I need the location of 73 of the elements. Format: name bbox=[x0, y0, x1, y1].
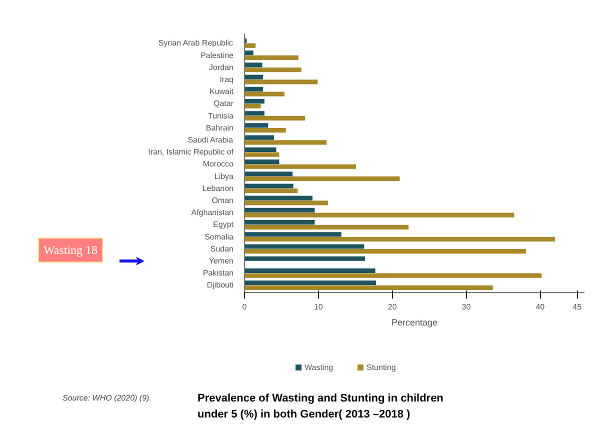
bar bbox=[244, 128, 286, 133]
y-tick-label: Morocco bbox=[202, 160, 234, 169]
bar bbox=[244, 285, 493, 290]
y-tick-label: Somalia bbox=[204, 232, 234, 242]
y-tick-label: Iraq bbox=[220, 74, 234, 84]
text: Wasting 18 bbox=[44, 243, 98, 258]
x-tick-label: 10 bbox=[314, 302, 324, 312]
y-tick-label: Libya bbox=[214, 172, 234, 181]
y-tick-label: Tunisia bbox=[208, 111, 234, 120]
bar bbox=[244, 249, 526, 254]
y-tick-label: Qatar bbox=[213, 99, 234, 108]
y-tick-label: Iran, Islamic Republic of bbox=[148, 148, 234, 157]
bar bbox=[244, 273, 542, 278]
source-note: Source: WHO (2020) (9). bbox=[62, 394, 152, 402]
bar bbox=[244, 212, 514, 218]
bar bbox=[244, 62, 262, 68]
x-tick-label: 20 bbox=[388, 302, 398, 312]
bar bbox=[244, 86, 263, 92]
bar bbox=[244, 98, 264, 104]
bar bbox=[244, 152, 280, 157]
y-tick-label: Afghanistan bbox=[191, 208, 234, 218]
y-tick-label: Djibouti bbox=[206, 280, 234, 290]
bar bbox=[244, 188, 298, 194]
bar bbox=[244, 184, 294, 188]
bar bbox=[244, 280, 376, 286]
bar bbox=[244, 123, 268, 128]
bar bbox=[244, 176, 400, 182]
bar bbox=[244, 196, 312, 200]
bar bbox=[244, 147, 276, 152]
x-tick-label: 30 bbox=[462, 302, 472, 312]
bar bbox=[244, 232, 342, 237]
x-axis-title: Percentage bbox=[391, 318, 438, 328]
x-tick-label: 0 bbox=[242, 302, 248, 312]
bar bbox=[244, 224, 409, 230]
bar bbox=[244, 159, 280, 164]
bar bbox=[244, 104, 261, 108]
bar bbox=[244, 140, 327, 145]
bar bbox=[244, 92, 284, 96]
bar bbox=[244, 111, 264, 116]
y-tick-label: Pakistan bbox=[202, 268, 234, 278]
y-tick-label: Syrian Arab Republic bbox=[158, 38, 234, 48]
bar bbox=[244, 164, 356, 169]
bar bbox=[244, 43, 256, 48]
bar bbox=[244, 74, 263, 80]
x-tick-label: 40 bbox=[536, 302, 546, 312]
bar bbox=[244, 220, 315, 225]
legend-label: Wasting bbox=[304, 363, 334, 372]
y-tick-label: Saudi Arabia bbox=[188, 136, 234, 145]
y-tick-label: Yemen bbox=[208, 256, 234, 266]
bar bbox=[244, 50, 254, 56]
y-tick-label: Sudan bbox=[210, 244, 234, 254]
y-tick-label: Oman bbox=[212, 196, 234, 206]
bar bbox=[244, 244, 364, 249]
y-tick-label: Egypt bbox=[213, 220, 234, 230]
bar bbox=[244, 68, 302, 72]
bar bbox=[244, 172, 293, 176]
bar bbox=[244, 55, 298, 60]
bar bbox=[244, 116, 306, 121]
x-tick-label: 45 bbox=[572, 302, 582, 312]
bar bbox=[244, 236, 555, 242]
bar bbox=[244, 80, 318, 84]
text: Prevalence of Wasting and Stunting in children under 5 (%) in both Gender( 2013 –2018 ) bbox=[198, 392, 444, 420]
y-tick-label: Kuwait bbox=[209, 87, 234, 96]
y-tick-label: Palestine bbox=[200, 50, 234, 60]
y-tick-label: Lebanon bbox=[202, 184, 234, 193]
bar bbox=[244, 200, 328, 206]
bar bbox=[244, 135, 274, 140]
y-tick-label: Bahrain bbox=[206, 123, 234, 132]
y-tick-label: Jordan bbox=[209, 62, 234, 72]
bar bbox=[244, 268, 376, 274]
bar bbox=[244, 208, 315, 212]
legend-label: Stunting bbox=[366, 363, 396, 372]
bar bbox=[244, 256, 365, 261]
